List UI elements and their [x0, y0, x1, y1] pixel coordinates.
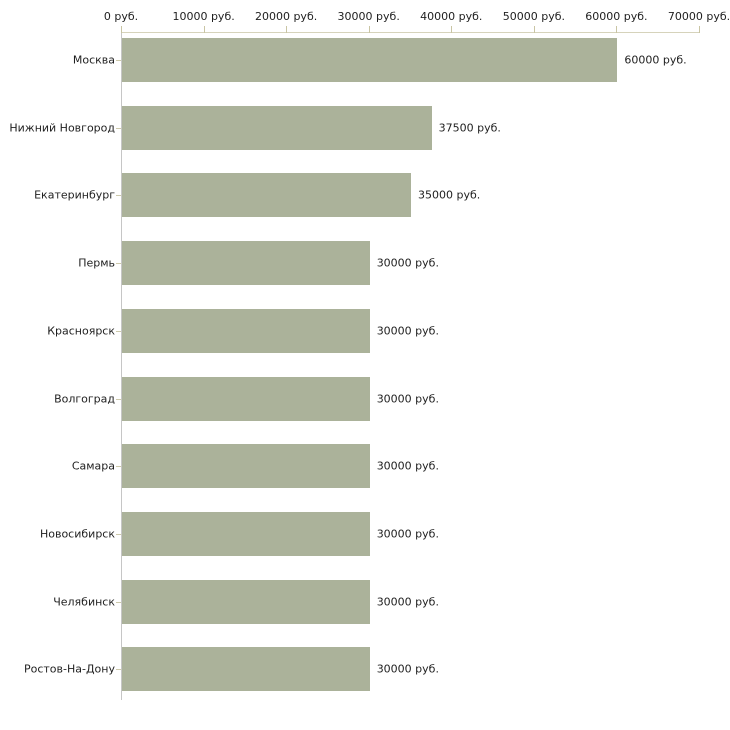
- x-axis-tick-label: 70000 руб.: [667, 10, 730, 23]
- x-axis-tick: [451, 26, 453, 33]
- bar: [122, 511, 370, 556]
- category-tick: [116, 330, 121, 332]
- value-label: 30000 руб.: [376, 662, 439, 676]
- category-tick: [116, 127, 121, 129]
- x-axis-tick: [121, 26, 122, 33]
- x-axis-tick-label: 10000 руб.: [172, 10, 235, 23]
- x-axis-tick: [616, 26, 618, 33]
- category-label: Пермь: [78, 256, 115, 270]
- category-tick: [116, 60, 121, 61]
- category-tick: [116, 263, 121, 265]
- category-label: Волгоград: [54, 392, 115, 405]
- category-label: Челябинск: [53, 595, 115, 609]
- category-tick: [116, 195, 121, 197]
- bar: [122, 444, 370, 489]
- value-label: 30000 руб.: [376, 459, 439, 473]
- value-label: 30000 руб.: [376, 392, 439, 405]
- bar: [122, 105, 432, 150]
- bar: [122, 241, 370, 286]
- bar: [122, 38, 618, 82]
- category-tick: [116, 466, 121, 468]
- category-label: Новосибирск: [39, 527, 115, 541]
- x-axis-tick-label: 60000 руб.: [585, 10, 648, 23]
- x-axis-tick: [368, 26, 370, 33]
- value-label: 60000 руб.: [624, 53, 687, 67]
- value-label: 30000 руб.: [376, 527, 439, 541]
- x-axis-tick: [699, 26, 700, 33]
- category-label: Екатеринбург: [34, 188, 115, 202]
- x-axis-tick-label: 20000 руб.: [254, 10, 318, 23]
- bar: [122, 376, 370, 421]
- category-tick: [116, 669, 121, 671]
- value-label: 30000 руб.: [376, 324, 439, 338]
- x-axis-tick-label: 40000 руб.: [420, 10, 483, 23]
- category-label: Красноярск: [47, 324, 115, 338]
- x-axis-tick: [286, 26, 288, 33]
- bar: [122, 647, 370, 692]
- bar: [122, 579, 370, 624]
- category-label: Ростов-На-Дону: [23, 662, 115, 676]
- bar: [122, 173, 411, 218]
- category-label: Москва: [72, 53, 115, 67]
- category-label: Самара: [71, 459, 115, 473]
- category-tick: [116, 533, 121, 535]
- value-label: 37500 руб.: [438, 121, 501, 135]
- x-axis-tick-label: 50000 руб.: [502, 10, 566, 23]
- category-tick: [116, 601, 121, 603]
- x-axis-tick: [203, 26, 205, 33]
- y-axis-line: [121, 32, 122, 700]
- x-axis-tick: [533, 26, 535, 33]
- bar: [122, 308, 370, 353]
- category-tick: [116, 398, 121, 400]
- value-label: 35000 руб.: [418, 188, 481, 202]
- x-axis-line: [121, 32, 699, 33]
- value-label: 30000 руб.: [376, 595, 439, 609]
- x-axis-tick-label: 30000 руб.: [337, 10, 400, 23]
- category-label: Нижний Новгород: [9, 121, 115, 135]
- value-label: 30000 руб.: [376, 256, 439, 270]
- x-axis-tick-label: 0 руб.: [103, 10, 139, 23]
